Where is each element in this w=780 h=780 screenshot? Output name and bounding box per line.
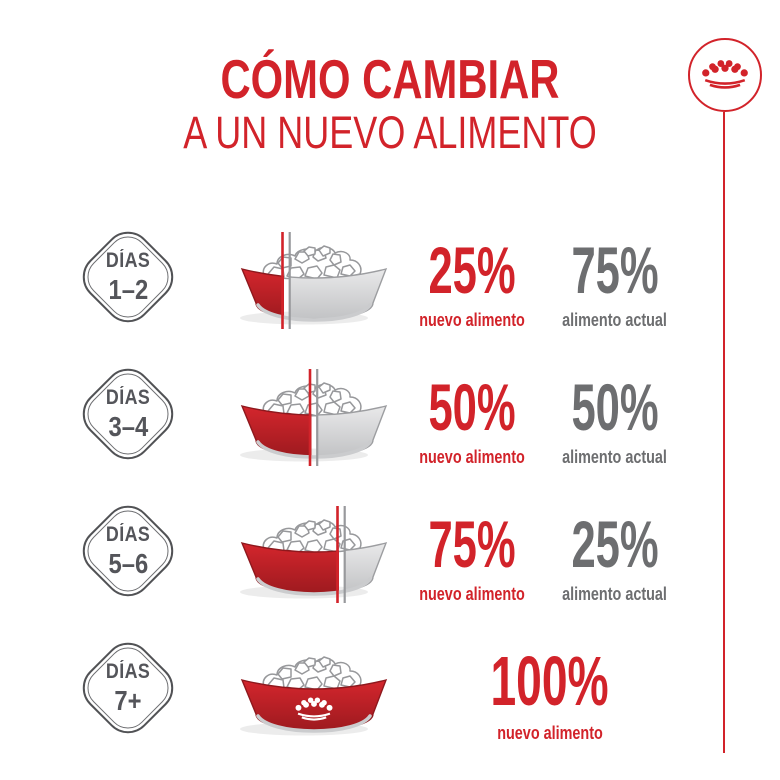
current-food-percent: 75% — [571, 233, 659, 307]
transition-row-days-5-6: DÍAS 5–6 75% nuevo alimento 2 — [0, 490, 780, 624]
days-range: 1–2 — [108, 274, 148, 305]
new-food-caption: nuevo alimento — [419, 584, 525, 604]
days-label: DÍAS — [105, 660, 151, 683]
transition-row-days-7-plus: DÍAS 7+ 100% nuevo alimento — [0, 627, 780, 761]
new-food-caption: nuevo alimento — [497, 723, 603, 743]
current-food-column: 50% alimento actual — [540, 353, 690, 487]
new-food-caption: nuevo alimento — [419, 447, 525, 467]
days-range: 7+ — [114, 685, 142, 716]
days-badge: DÍAS 1–2 — [72, 221, 184, 333]
vertical-divider-rule — [723, 112, 725, 753]
new-food-column: 50% nuevo alimento — [397, 353, 547, 487]
new-food-percent: 50% — [428, 370, 516, 444]
page-title: CÓMO CAMBIAR — [220, 48, 560, 110]
days-range: 5–6 — [108, 548, 148, 579]
new-food-percent: 100% — [490, 642, 610, 720]
new-food-percent: 25% — [428, 233, 516, 307]
days-label: DÍAS — [105, 386, 151, 409]
days-badge: DÍAS 3–4 — [72, 358, 184, 470]
new-food-percent: 75% — [428, 507, 516, 581]
food-bowl-graphic — [240, 506, 388, 603]
new-food-column: 25% nuevo alimento — [397, 216, 547, 350]
current-food-caption: alimento actual — [562, 310, 668, 330]
new-food-column: 100% nuevo alimento — [455, 627, 645, 761]
days-badge-text: DÍAS 5–6 — [72, 496, 184, 606]
current-food-column: 75% alimento actual — [540, 216, 690, 350]
crown-icon — [702, 60, 748, 89]
current-food-percent: 25% — [571, 507, 659, 581]
food-bowl-graphic — [240, 656, 388, 736]
transition-row-days-1-2: DÍAS 1–2 25% nuevo alimento 7 — [0, 216, 780, 350]
new-food-column: 75% nuevo alimento — [397, 490, 547, 624]
days-label: DÍAS — [105, 523, 151, 546]
days-range: 3–4 — [108, 411, 148, 442]
days-badge: DÍAS 5–6 — [72, 495, 184, 607]
brand-logo — [688, 38, 762, 112]
days-badge-text: DÍAS 3–4 — [72, 359, 184, 469]
page-subtitle: A UN NUEVO ALIMENTO — [183, 107, 597, 158]
days-label: DÍAS — [105, 249, 151, 272]
current-food-column: 25% alimento actual — [540, 490, 690, 624]
current-food-caption: alimento actual — [562, 584, 668, 604]
food-bowl-graphic — [240, 232, 388, 329]
days-badge: DÍAS 7+ — [72, 632, 184, 744]
days-badge-text: DÍAS 1–2 — [72, 222, 184, 332]
current-food-caption: alimento actual — [562, 447, 668, 467]
days-badge-text: DÍAS 7+ — [72, 633, 184, 743]
food-bowl-graphic — [240, 369, 388, 466]
current-food-percent: 50% — [571, 370, 659, 444]
transition-row-days-3-4: DÍAS 3–4 50% nuevo alimento 5 — [0, 353, 780, 487]
new-food-caption: nuevo alimento — [419, 310, 525, 330]
